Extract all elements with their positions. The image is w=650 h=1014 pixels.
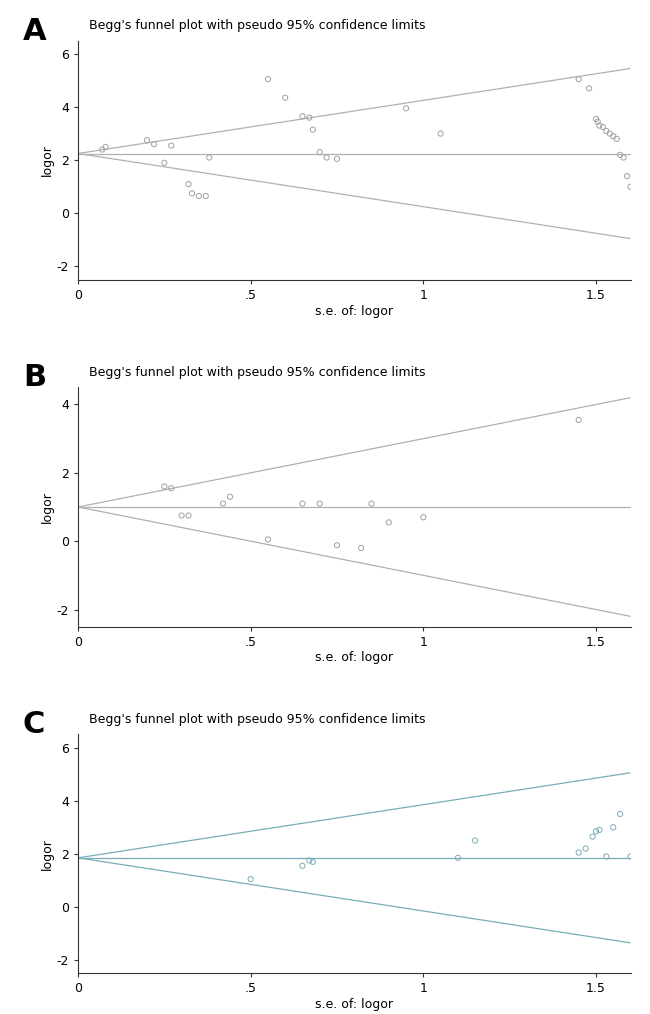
Y-axis label: logor: logor	[41, 491, 54, 523]
Text: Begg's funnel plot with pseudo 95% confidence limits: Begg's funnel plot with pseudo 95% confi…	[89, 19, 426, 32]
Point	[304, 853, 315, 869]
Point	[356, 539, 367, 556]
Point	[183, 176, 194, 193]
Point	[601, 123, 612, 139]
Point	[304, 110, 315, 126]
Point	[401, 100, 411, 117]
Point	[598, 119, 608, 135]
Point	[608, 128, 618, 144]
Point	[176, 507, 187, 523]
Point	[615, 147, 625, 163]
Point	[591, 823, 601, 840]
Point	[297, 108, 307, 125]
Point	[594, 821, 604, 838]
Point	[297, 858, 307, 874]
Point	[593, 114, 603, 130]
Point	[280, 89, 291, 105]
Point	[584, 80, 594, 96]
Point	[183, 507, 194, 523]
Point	[187, 186, 197, 202]
Point	[159, 479, 170, 495]
Point	[315, 144, 325, 160]
Point	[573, 845, 584, 861]
Point	[321, 149, 332, 165]
Text: A: A	[23, 16, 46, 46]
Point	[615, 806, 625, 822]
Point	[297, 496, 307, 512]
Text: Begg's funnel plot with pseudo 95% confidence limits: Begg's funnel plot with pseudo 95% confi…	[89, 366, 426, 379]
Point	[384, 514, 394, 530]
X-axis label: s.e. of: logor: s.e. of: logor	[315, 304, 393, 317]
Point	[591, 111, 601, 127]
Point	[588, 828, 598, 845]
Point	[436, 126, 446, 142]
Point	[622, 168, 632, 185]
Point	[201, 188, 211, 204]
Point	[580, 841, 591, 857]
Point	[166, 138, 176, 154]
Point	[618, 149, 629, 165]
Point	[470, 832, 480, 849]
Point	[159, 155, 170, 171]
Text: Begg's funnel plot with pseudo 95% confidence limits: Begg's funnel plot with pseudo 95% confi…	[89, 713, 426, 726]
Y-axis label: logor: logor	[41, 838, 54, 870]
Point	[367, 496, 377, 512]
Point	[307, 854, 318, 870]
Point	[225, 489, 235, 505]
X-axis label: s.e. of: logor: s.e. of: logor	[315, 651, 393, 664]
Point	[594, 118, 604, 134]
Point	[97, 141, 107, 157]
Point	[246, 871, 256, 887]
Point	[452, 850, 463, 866]
Y-axis label: logor: logor	[41, 144, 54, 176]
X-axis label: s.e. of: logor: s.e. of: logor	[315, 998, 393, 1011]
Point	[418, 509, 428, 525]
Point	[218, 496, 228, 512]
Point	[573, 412, 584, 428]
Point	[307, 122, 318, 138]
Point	[149, 136, 159, 152]
Point	[332, 151, 342, 167]
Point	[142, 132, 152, 148]
Text: C: C	[23, 711, 45, 739]
Text: B: B	[23, 363, 46, 392]
Point	[166, 480, 176, 496]
Point	[100, 139, 110, 155]
Point	[194, 188, 204, 204]
Point	[315, 496, 325, 512]
Point	[625, 178, 636, 195]
Point	[625, 849, 636, 865]
Point	[204, 149, 214, 165]
Point	[263, 531, 273, 548]
Point	[601, 849, 612, 865]
Point	[612, 131, 622, 147]
Point	[604, 126, 615, 142]
Point	[608, 819, 618, 836]
Point	[263, 71, 273, 87]
Point	[332, 537, 342, 554]
Point	[573, 71, 584, 87]
